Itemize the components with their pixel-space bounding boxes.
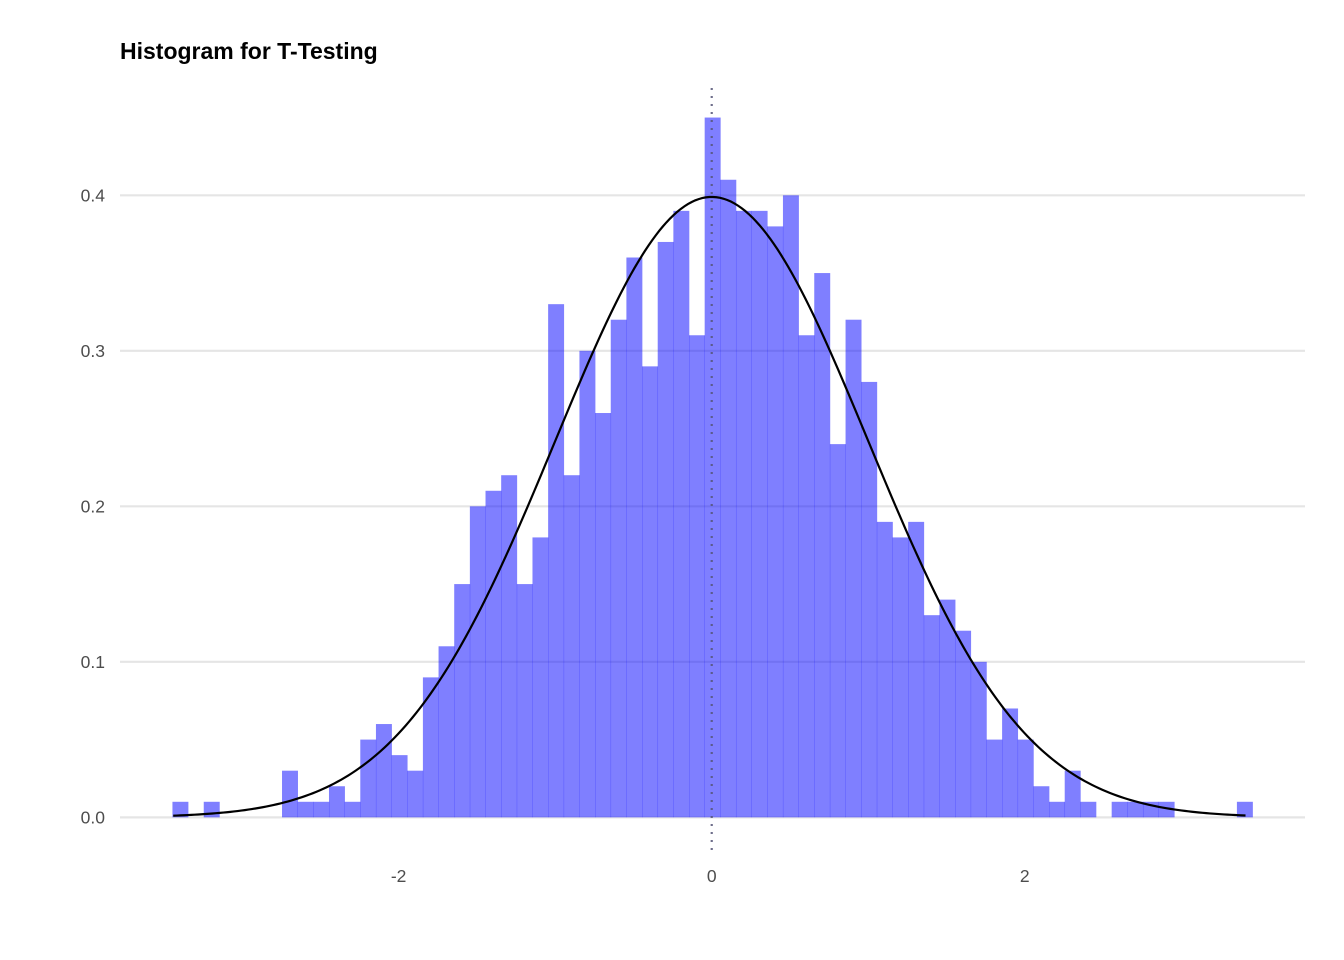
histogram-bar-41 bbox=[814, 273, 831, 818]
histogram-bar-17 bbox=[438, 646, 455, 818]
histogram-bar-53 bbox=[1002, 708, 1019, 818]
histogram-bars bbox=[172, 117, 1253, 818]
histogram-bar-29 bbox=[626, 257, 643, 818]
histogram-bar-11 bbox=[344, 801, 361, 818]
histogram-bar-43 bbox=[845, 319, 862, 818]
histogram-bar-21 bbox=[501, 475, 518, 818]
density-curve bbox=[173, 195, 1246, 817]
histogram-bar-10 bbox=[328, 786, 345, 818]
histogram-bar-28 bbox=[610, 319, 627, 818]
histogram-bar-38 bbox=[767, 226, 784, 818]
histogram-bar-37 bbox=[751, 210, 768, 818]
density-curve-group bbox=[173, 195, 1246, 817]
histogram-bar-49 bbox=[939, 599, 956, 818]
histogram-bar-25 bbox=[563, 475, 580, 818]
histogram-bar-63 bbox=[1158, 801, 1175, 818]
histogram-bar-50 bbox=[955, 630, 972, 818]
histogram-bar-58 bbox=[1080, 801, 1097, 818]
histogram-bar-35 bbox=[720, 179, 737, 818]
histogram-bar-42 bbox=[829, 444, 846, 818]
histogram-bar-57 bbox=[1064, 770, 1081, 818]
histogram-bar-22 bbox=[516, 584, 533, 818]
histogram-bar-19 bbox=[469, 506, 486, 818]
histogram-bar-55 bbox=[1033, 786, 1050, 818]
histogram-bar-52 bbox=[986, 739, 1003, 818]
histogram-bar-48 bbox=[923, 615, 940, 818]
histogram-bar-26 bbox=[579, 350, 596, 818]
histogram-bar-51 bbox=[970, 661, 987, 818]
y-tick-label: 0.3 bbox=[81, 341, 105, 361]
histogram-bar-15 bbox=[407, 770, 424, 818]
histogram-bar-68 bbox=[1236, 801, 1253, 818]
y-tick-label: 0.0 bbox=[81, 807, 106, 827]
histogram-bar-40 bbox=[798, 335, 815, 818]
histogram-bar-36 bbox=[735, 210, 752, 818]
histogram-bar-46 bbox=[892, 537, 909, 818]
histogram-bar-20 bbox=[485, 490, 502, 818]
histogram-bar-9 bbox=[313, 801, 330, 818]
y-tick-label: 0.4 bbox=[81, 185, 106, 205]
histogram-bar-39 bbox=[782, 195, 799, 818]
histogram-bar-32 bbox=[673, 210, 690, 818]
histogram-bar-45 bbox=[876, 521, 893, 818]
histogram-bar-12 bbox=[360, 739, 377, 818]
histogram-bar-13 bbox=[375, 724, 392, 818]
histogram-bar-30 bbox=[642, 366, 659, 818]
histogram-bar-31 bbox=[657, 241, 674, 818]
histogram-bar-18 bbox=[454, 584, 471, 818]
histogram-bar-7 bbox=[282, 770, 298, 818]
histogram-bar-47 bbox=[908, 521, 925, 818]
histogram-bar-54 bbox=[1017, 739, 1034, 818]
histogram-bar-23 bbox=[532, 537, 549, 818]
histogram-bar-14 bbox=[391, 755, 408, 818]
x-tick-label: 2 bbox=[1020, 866, 1030, 886]
histogram-bar-61 bbox=[1127, 801, 1144, 818]
histogram-bar-24 bbox=[548, 304, 565, 818]
x-axis-ticks: -2 0 2 bbox=[391, 866, 1030, 886]
y-tick-label: 0.1 bbox=[81, 652, 105, 672]
histogram-bar-34 bbox=[704, 117, 721, 818]
x-tick-label: 0 bbox=[707, 866, 717, 886]
chart-title: Histogram for T-Testing bbox=[120, 38, 378, 64]
histogram-bar-16 bbox=[422, 677, 439, 818]
histogram-bar-44 bbox=[861, 381, 878, 818]
histogram-bar-60 bbox=[1111, 801, 1128, 818]
y-axis-ticks: 0.0 0.1 0.2 0.3 0.4 bbox=[81, 185, 106, 827]
histogram-bar-8 bbox=[297, 801, 314, 818]
histogram-bar-0 bbox=[172, 801, 189, 818]
histogram-bar-27 bbox=[595, 413, 612, 818]
x-tick-label: -2 bbox=[391, 866, 407, 886]
histogram-bar-56 bbox=[1049, 801, 1066, 818]
histogram-bar-33 bbox=[689, 335, 705, 818]
y-tick-label: 0.2 bbox=[81, 496, 105, 516]
